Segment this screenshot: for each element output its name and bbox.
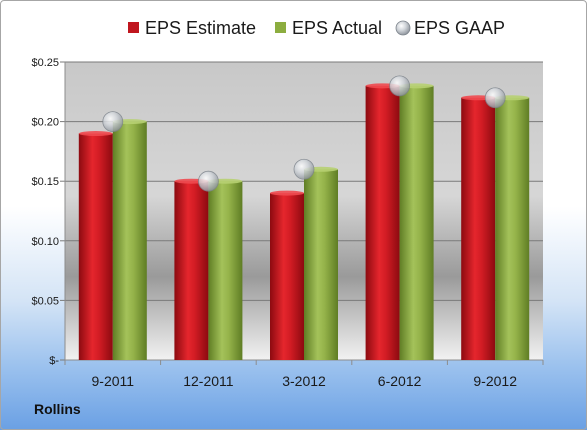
- bar-eps-estimate-body: [461, 97, 496, 360]
- bar-eps-actual-body: [304, 169, 338, 360]
- company-label: Rollins: [34, 401, 81, 417]
- bar-eps-estimate: [270, 190, 304, 360]
- bar-eps-estimate-cap: [78, 131, 113, 137]
- bar-eps-actual: [304, 166, 338, 360]
- legend-eps-gaap: EPS GAAP: [395, 18, 505, 38]
- bar-eps-estimate-body: [365, 85, 400, 360]
- x-tick-label: 6-2012: [378, 373, 422, 389]
- y-tick-label: $0.05: [31, 295, 59, 307]
- bar-eps-estimate-body: [174, 181, 209, 360]
- bar-eps-actual-body: [399, 85, 434, 360]
- bar-eps-actual-body: [208, 181, 243, 360]
- marker-eps-gaap: [293, 158, 315, 180]
- y-tick-label: $-: [49, 355, 59, 367]
- y-tick-label: $0.10: [31, 236, 59, 248]
- y-axis-ticks: $- $0.05 $0.10 $0.15 $0.20 $0.25: [31, 57, 59, 367]
- bar-eps-estimate-body: [270, 193, 304, 360]
- x-tick-label: 9-2011: [92, 373, 135, 389]
- y-tick-label: $0.15: [31, 176, 59, 188]
- bar-eps-estimate: [365, 83, 400, 360]
- bar-eps-estimate: [78, 131, 113, 360]
- bar-eps-actual: [112, 119, 147, 360]
- marker-eps-gaap: [102, 111, 124, 132]
- legend-eps-actual-label: EPS Actual: [292, 18, 382, 38]
- x-tick-label: 9-2012: [473, 373, 517, 389]
- bar-eps-actual: [399, 83, 434, 360]
- legend-eps-estimate-label: EPS Estimate: [145, 18, 256, 38]
- gaap-markers: [102, 75, 506, 192]
- bars: [78, 83, 530, 360]
- legend-eps-gaap-label: EPS GAAP: [414, 18, 505, 38]
- x-axis-ticks: 9-2011 12-2011 3-2012 6-2012 9-2012: [92, 373, 518, 389]
- legend-eps-estimate-swatch: [128, 22, 139, 33]
- bar-eps-actual: [208, 178, 243, 360]
- bar-eps-estimate: [174, 178, 209, 360]
- marker-eps-gaap: [484, 87, 506, 109]
- marker-eps-gaap: [389, 75, 411, 97]
- bar-eps-estimate: [461, 95, 496, 360]
- legend: EPS Estimate EPS Actual EPS GAAP: [128, 18, 505, 38]
- legend-eps-actual-swatch: [275, 22, 286, 33]
- bar-eps-actual-body: [112, 121, 147, 360]
- bar-eps-actual-body: [495, 97, 530, 360]
- x-tick-label: 3-2012: [282, 373, 326, 389]
- marker-eps-gaap: [197, 170, 219, 192]
- y-tick-label: $0.25: [31, 57, 59, 69]
- legend-eps-actual: EPS Actual: [275, 18, 382, 38]
- legend-eps-gaap-swatch: [395, 20, 411, 36]
- legend-eps-estimate: EPS Estimate: [128, 18, 256, 38]
- x-tick-label: 12-2011: [183, 373, 234, 389]
- bar-eps-actual: [495, 95, 530, 360]
- bar-eps-estimate-body: [78, 133, 113, 360]
- bar-eps-estimate-cap: [270, 190, 304, 196]
- y-tick-label: $0.20: [31, 117, 59, 129]
